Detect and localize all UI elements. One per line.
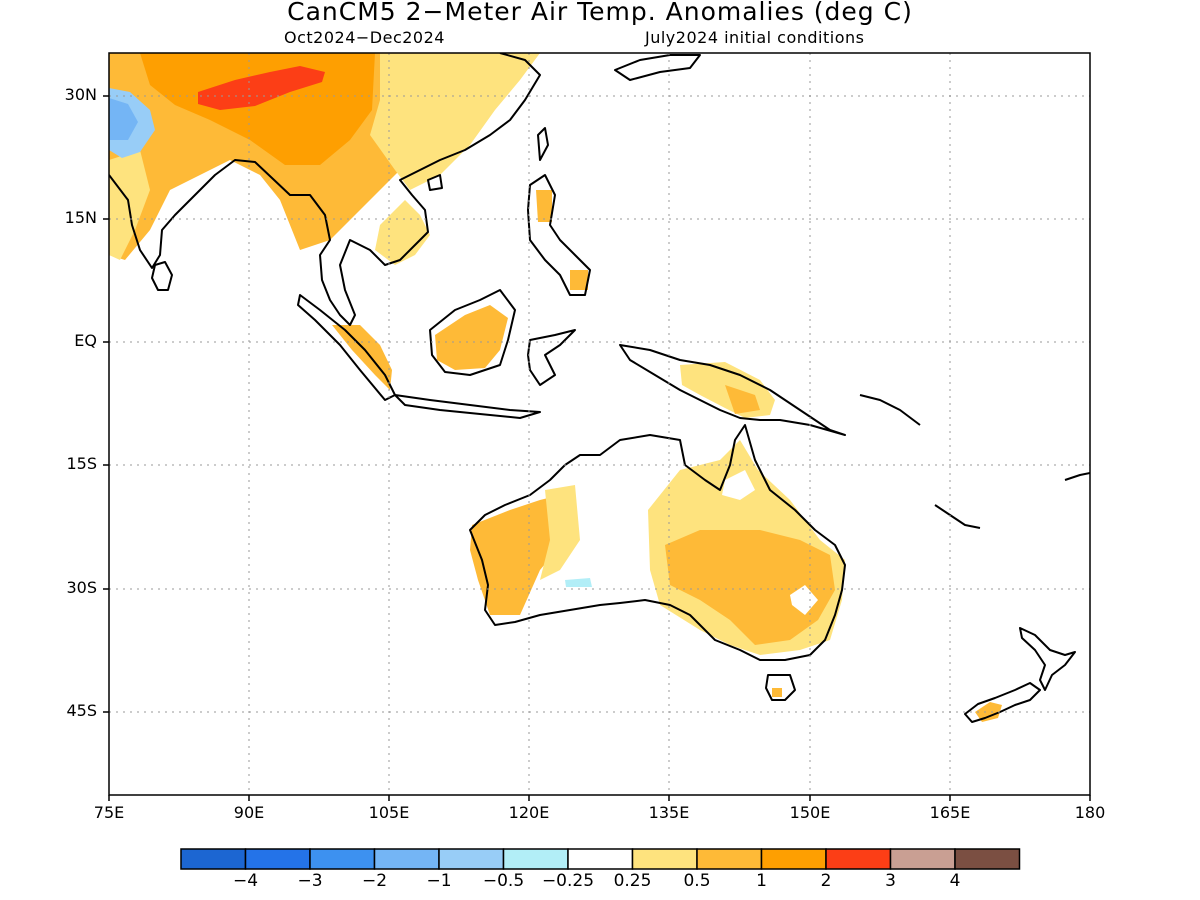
colorbar-swatch	[889, 848, 956, 870]
lon-label-105e: 105E	[368, 803, 410, 822]
colorbar-tick-label: 2	[820, 871, 832, 891]
anomaly-region-australia-cool-patch	[565, 578, 592, 587]
lat-label-eq: EQ	[74, 331, 97, 350]
colorbar	[180, 848, 1021, 870]
anomaly-region-pakistan-cool-core	[109, 98, 138, 140]
colorbar-swatch	[567, 848, 634, 870]
colorbar-swatch	[180, 848, 247, 870]
colorbar-tick-label: 0.5	[683, 871, 711, 891]
lat-label-15n: 15N	[64, 208, 97, 227]
colorbar-tick-label: 0.25	[613, 871, 652, 891]
lon-label-150e: 150E	[789, 803, 831, 822]
anomaly-region-philippines	[536, 190, 552, 222]
anomaly-region-indochina	[375, 200, 430, 265]
anomaly-region-china-fringe	[370, 53, 540, 190]
lon-label-180: 180	[1074, 803, 1106, 822]
forecast-period: Oct2024−Dec2024	[284, 28, 445, 47]
map-frame	[103, 52, 1091, 801]
anomaly-region-new-zealand	[975, 702, 1002, 722]
colorbar-tick-label: −1	[426, 871, 452, 891]
colorbar-tick-label: 1	[756, 871, 767, 891]
lon-label-165e: 165E	[929, 803, 971, 822]
anomaly-region-australia-white-patch	[790, 585, 818, 615]
colorbar-swatch	[438, 848, 505, 870]
colorbar-swatch	[631, 848, 698, 870]
anomaly-region-sumatra	[332, 325, 392, 390]
lat-label-15s: 15S	[66, 454, 97, 473]
lat-label-30n: 30N	[64, 85, 97, 104]
initial-conditions: July2024 initial conditions	[645, 28, 865, 47]
anomaly-region-new-guinea-core	[725, 385, 760, 414]
colorbar-tick-label: −4	[232, 871, 259, 891]
anomaly-region-tibet-hot	[198, 66, 325, 110]
anomaly-region-australia-central	[665, 530, 835, 645]
anomaly-region-borneo	[435, 305, 508, 370]
lon-label-135e: 135E	[648, 803, 690, 822]
anomaly-region-mindanao	[570, 270, 588, 290]
anomaly-shading	[109, 53, 1002, 722]
colorbar-tick-label: −2	[361, 871, 388, 891]
lon-label-75e: 75E	[93, 803, 125, 822]
colorbar-swatch	[309, 848, 376, 870]
lat-label-30s: 30S	[66, 578, 97, 597]
colorbar-swatch	[696, 848, 763, 870]
colorbar-swatch	[244, 848, 311, 870]
gridlines	[109, 53, 1090, 795]
colorbar-swatch	[825, 848, 892, 870]
anomaly-region-tasmania	[772, 688, 782, 697]
colorbar-swatch	[373, 848, 440, 870]
colorbar-swatch	[954, 848, 1021, 870]
anomaly-region-australia-north-white	[722, 470, 755, 500]
lon-label-90e: 90E	[233, 803, 265, 822]
colorbar-swatch	[502, 848, 569, 870]
colorbar-tick-label: 3	[885, 871, 896, 891]
anomaly-region-australia-west-fringe	[540, 485, 580, 580]
lat-label-45s: 45S	[66, 701, 97, 720]
colorbar-tick-label: −3	[297, 871, 323, 891]
colorbar-swatch	[760, 848, 827, 870]
colorbar-tick-label: 4	[949, 871, 961, 891]
colorbar-tick-label: −0.25	[541, 871, 595, 891]
chart-title: CanCM5 2−Meter Air Temp. Anomalies (deg …	[287, 0, 913, 26]
colorbar-tick-label: −0.5	[482, 871, 525, 891]
anomaly-region-australia-west	[470, 495, 565, 615]
coastlines	[109, 53, 1090, 723]
lon-label-120e: 120E	[508, 803, 550, 822]
